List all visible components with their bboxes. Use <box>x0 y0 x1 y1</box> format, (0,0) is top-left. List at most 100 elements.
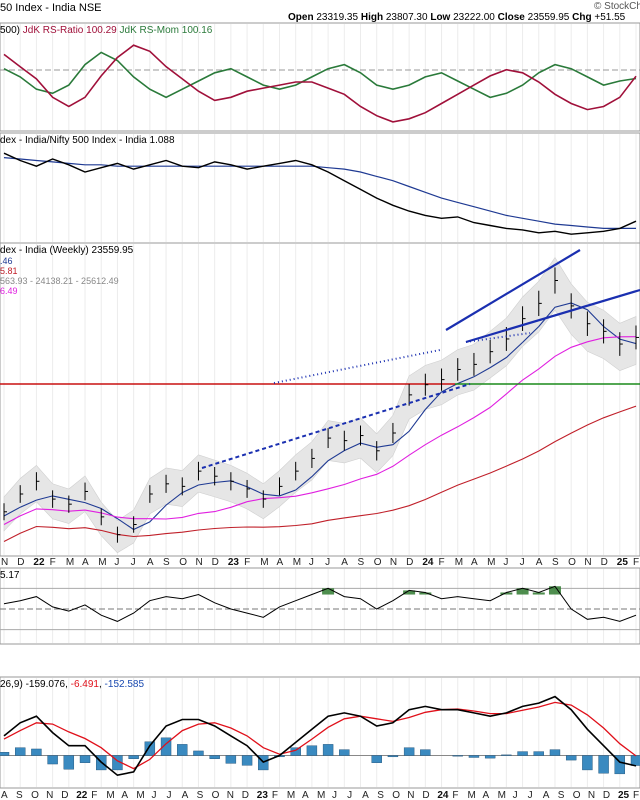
macd-histogram-bar <box>549 749 561 756</box>
rsi-panel <box>0 567 640 645</box>
price-ma-mid <box>3 336 637 525</box>
macd-histogram-bar <box>565 755 577 761</box>
x-tick-label: J <box>503 557 508 568</box>
x-tick-label: S <box>552 557 559 568</box>
chart-title: 50 Index - India NSE <box>0 2 102 14</box>
bottom-x-tick-label: A <box>302 790 309 800</box>
macd-histogram-bar <box>193 750 204 756</box>
x-tick-label: D <box>406 557 413 568</box>
watermark: © StockCh <box>594 1 640 12</box>
macd-histogram-bar <box>403 747 415 756</box>
macd-histogram-bar <box>160 737 172 756</box>
x-tick-label: N <box>584 557 591 568</box>
price-ma-long <box>3 405 637 542</box>
bottom-x-tick-label: M <box>287 790 295 800</box>
x-tick-label: M <box>455 557 463 568</box>
low-label: Low <box>430 12 451 23</box>
x-tick-label: F <box>439 557 445 568</box>
x-tick-label: D <box>17 557 24 568</box>
bottom-x-tick-label: A <box>1 790 8 800</box>
bottom-x-tick-label: D <box>242 790 249 800</box>
bottom-x-tick-label: S <box>377 790 384 800</box>
macd-histogram-bar <box>420 749 431 756</box>
bottom-x-tick-label: F <box>272 790 278 800</box>
macd-signal-line <box>3 701 637 770</box>
high-value: 23807.30 <box>385 12 428 23</box>
rrg-legend-prefix: 500) <box>0 25 21 36</box>
x-tick-label: A <box>341 557 348 568</box>
macd-legend-macd: -159.076 <box>25 679 66 690</box>
bottom-x-tick-label: 24 <box>437 790 449 800</box>
rrg-panel <box>0 22 640 132</box>
macd-histogram-bar <box>582 755 593 771</box>
macd-legend-signal: -6.491 <box>70 679 99 690</box>
x-tick-label: 25 <box>617 557 629 568</box>
rsi-overbought-fill <box>548 586 561 595</box>
macd-legend: 26,9) -159.076, -6.491, -152.585 <box>0 679 145 690</box>
bottom-x-tick-label: D <box>61 790 68 800</box>
bottom-x-tick-label: J <box>167 790 172 800</box>
macd-histogram-bar <box>177 744 188 756</box>
bottom-x-tick-label: J <box>332 790 337 800</box>
relative-ratio-line <box>3 152 637 235</box>
macd-histogram-bar <box>306 745 318 756</box>
x-tick-label: 23 <box>228 557 240 568</box>
bottom-x-tick-label: O <box>392 790 400 800</box>
bottom-x-tick-label: 25 <box>618 790 630 800</box>
x-tick-label: N <box>390 557 397 568</box>
x-tick-label: J <box>325 557 330 568</box>
bottom-x-tick-label: S <box>16 790 23 800</box>
rsi-legend: 5.17 <box>0 570 20 581</box>
trendline-dotted-upper <box>273 349 441 384</box>
x-tick-label: N <box>195 557 202 568</box>
close-label: Close <box>497 12 525 23</box>
bottom-x-tick-label: M <box>498 790 506 800</box>
bottom-x-tick-label: 22 <box>76 790 88 800</box>
low-value: 23222.00 <box>453 12 495 23</box>
x-tick-label: A <box>82 557 89 568</box>
bottom-x-tick-label: N <box>407 790 414 800</box>
macd-histogram-bar <box>452 755 463 757</box>
rsi-overbought-fill <box>403 590 416 595</box>
macd-legend-hist: -152.585 <box>104 679 145 690</box>
rrg-ratio-line <box>3 44 637 123</box>
bottom-x-tick-label: S <box>197 790 204 800</box>
bottom-x-tick-label: N <box>588 790 595 800</box>
ohlc-readout: Open 23319.35 High 23807.30 Low 23222.00… <box>288 12 625 23</box>
rsi-line <box>3 585 637 622</box>
macd-histogram-bar <box>63 755 75 770</box>
bottom-x-tick-label: A <box>483 790 490 800</box>
x-tick-label: M <box>260 557 268 568</box>
ma-legend-4: 6.49 <box>0 286 18 296</box>
macd-histogram-bar <box>484 755 496 759</box>
relative-strength-panel <box>0 132 640 244</box>
rrg-legend-ratio: JdK RS-Ratio 100.29 <box>22 25 117 36</box>
rsi-overbought-fill <box>419 592 432 595</box>
x-tick-label: F <box>244 557 250 568</box>
bottom-x-tick-label: J <box>347 790 352 800</box>
trendline-dotted-lower <box>465 332 531 343</box>
macd-histogram-bar <box>630 755 640 766</box>
x-tick-label: D <box>212 557 219 568</box>
rrg-legend-mom: JdK RS-Mom 100.16 <box>119 25 213 36</box>
rsi-overbought-fill <box>500 592 513 595</box>
x-tick-label: 22 <box>33 557 45 568</box>
macd-histogram-bar <box>371 755 382 763</box>
x-tick-label: O <box>568 557 576 568</box>
x-tick-label: A <box>276 557 283 568</box>
bottom-x-tick-label: 23 <box>257 790 269 800</box>
bottom-x-tick-label: M <box>106 790 114 800</box>
macd-histogram-bar <box>225 755 237 764</box>
x-tick-label: J <box>131 557 136 568</box>
macd-histogram-bar <box>517 751 528 756</box>
x-tick-label: A <box>536 557 543 568</box>
macd-histogram-bar <box>15 747 26 756</box>
close-value: 23559.95 <box>527 12 570 23</box>
wedge-lower-line <box>465 288 640 344</box>
x-tick-label: M <box>66 557 74 568</box>
rrg-mom-line <box>3 51 637 99</box>
bottom-x-tick-label: J <box>151 790 156 800</box>
macd-histogram-bar <box>533 751 544 756</box>
